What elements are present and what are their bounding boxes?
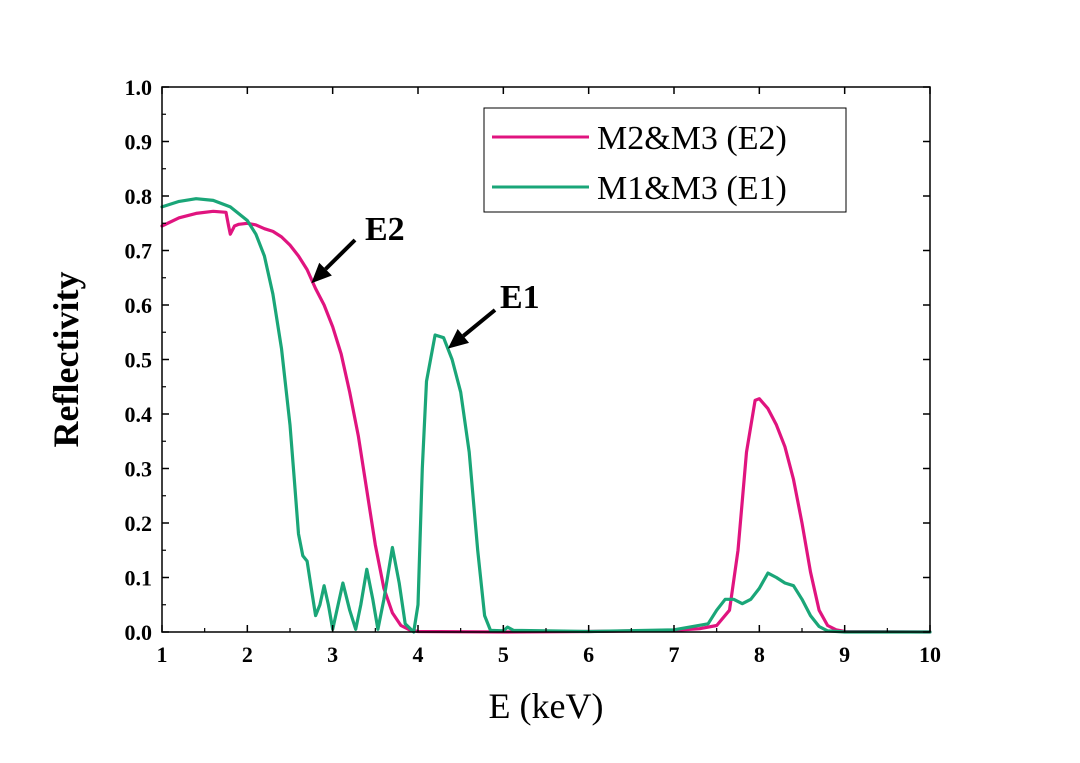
annotations: E2 E1 — [311, 211, 540, 349]
legend-label-m1m3: M1&M3 (E1) — [597, 170, 787, 207]
y-tick-label: 0.7 — [125, 239, 153, 264]
x-tick-label: 3 — [327, 642, 338, 667]
y-tick-label: 0.6 — [125, 293, 153, 318]
y-tick-label: 0.1 — [125, 566, 153, 591]
x-tick-label: 5 — [498, 642, 509, 667]
x-tick-label: 7 — [669, 642, 680, 667]
annotation-arrow-e2 — [311, 262, 332, 284]
y-tick-label: 0.2 — [125, 511, 153, 536]
x-tick-label: 1 — [157, 642, 168, 667]
annotation-arrow-e1 — [447, 328, 470, 349]
annotation-label-e2: E2 — [365, 211, 405, 248]
legend-label-m2m3: M2&M3 (E2) — [597, 120, 787, 157]
y-tick-label: 0.3 — [125, 457, 153, 482]
legend: M2&M3 (E2) M1&M3 (E1) — [483, 107, 847, 213]
x-tick-label: 6 — [583, 642, 594, 667]
y-tick-label: 1.0 — [125, 75, 153, 100]
x-tick-label: 8 — [754, 642, 765, 667]
x-tick-label: 2 — [242, 642, 253, 667]
x-tick-label: 10 — [919, 642, 941, 667]
x-axis-title: E (keV) — [489, 686, 604, 726]
x-tick-label: 9 — [839, 642, 850, 667]
series-line-0 — [160, 209, 932, 634]
y-tick-label: 0.5 — [125, 348, 153, 373]
y-axis-title: Reflectivity — [46, 272, 86, 448]
y-tick-label: 0.9 — [125, 130, 153, 155]
y-tick-label: 0.4 — [125, 402, 153, 427]
y-tick-label: 0.0 — [125, 620, 153, 645]
annotation-label-e1: E1 — [500, 279, 540, 316]
ticks-group: 1 2 3 4 5 6 7 8 9 10 0.0 0.1 0.2 0.3 0.4 0.5 0.6 0.7 0.8 0.… — [125, 75, 942, 667]
x-tick-label: 4 — [413, 642, 424, 667]
legend-box — [483, 107, 847, 213]
annotation-arrow-shaft-e2 — [324, 238, 357, 271]
y-tick-label: 0.8 — [125, 184, 153, 209]
annotation-arrow-shaft-e1 — [462, 308, 497, 338]
